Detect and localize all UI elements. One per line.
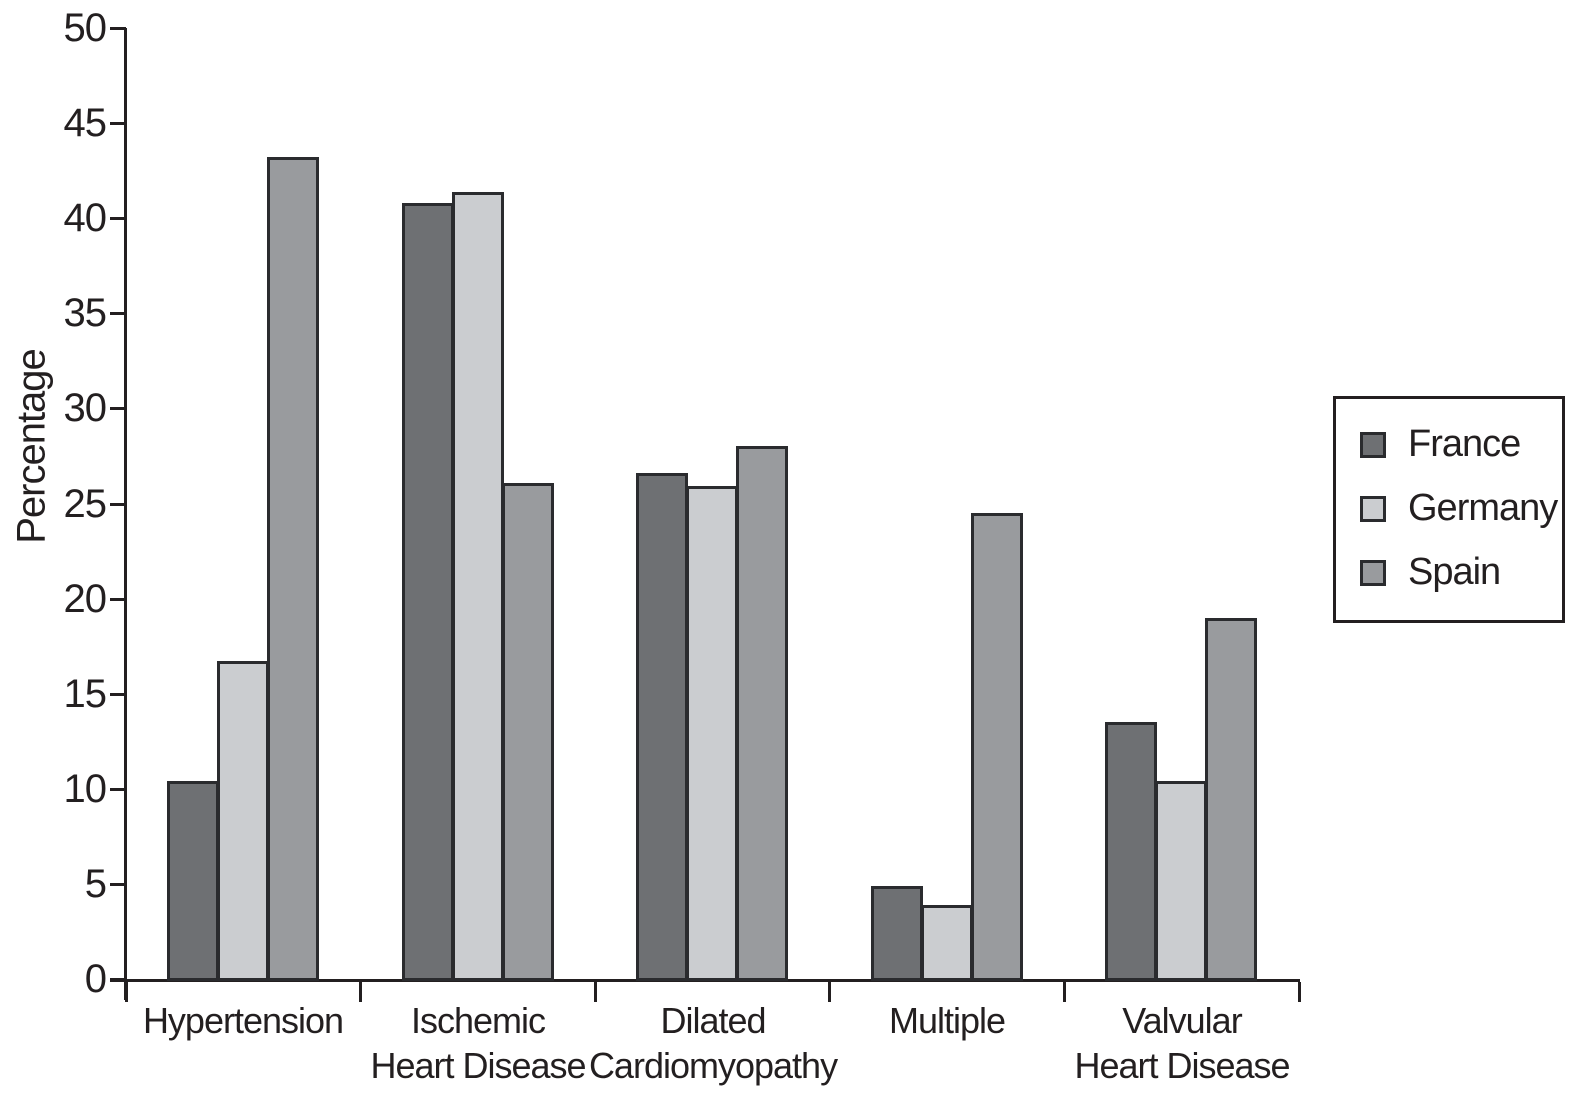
y-axis-tick-label: 40 bbox=[63, 196, 108, 241]
x-axis-label-dilated-cardiomyopathy: Dilated Cardiomyopathy bbox=[588, 1000, 838, 1086]
bar-spain-valvular-heart-disease bbox=[1205, 618, 1257, 981]
legend-item-france: France bbox=[1360, 423, 1562, 466]
y-axis-tick-label: 25 bbox=[63, 481, 108, 526]
bar-spain-multiple bbox=[971, 513, 1023, 981]
legend-swatch-france bbox=[1360, 431, 1386, 458]
y-axis-tick bbox=[110, 978, 126, 981]
x-axis-tick bbox=[359, 982, 363, 1002]
bar-france-dilated-cardiomyopathy bbox=[636, 473, 688, 981]
legend-item-spain: Spain bbox=[1360, 551, 1562, 594]
bar-spain-ischemic-heart-disease bbox=[502, 483, 554, 981]
y-axis-tick-label: 10 bbox=[63, 766, 108, 811]
y-axis-tick-label: 50 bbox=[63, 6, 108, 50]
legend-label-germany: Germany bbox=[1408, 487, 1558, 529]
y-axis-tick-label: 35 bbox=[63, 291, 108, 336]
legend-swatch-germany bbox=[1360, 495, 1386, 522]
y-axis-line bbox=[124, 28, 127, 1000]
y-axis-tick bbox=[110, 787, 126, 791]
y-axis-tick bbox=[110, 312, 126, 316]
bar-france-ischemic-heart-disease bbox=[402, 203, 454, 981]
x-axis-label-valvular-heart-disease: Valvular Heart Disease bbox=[1074, 1000, 1290, 1086]
x-axis-tick bbox=[1062, 982, 1066, 1002]
y-axis-tick-label: 0 bbox=[84, 957, 107, 1001]
y-axis-tick bbox=[110, 27, 126, 30]
bar-spain-dilated-cardiomyopathy bbox=[736, 446, 788, 981]
bar-spain-hypertension bbox=[267, 157, 319, 981]
y-axis-tick bbox=[110, 122, 126, 126]
y-axis-tick bbox=[110, 882, 126, 886]
y-axis-tick-label: 15 bbox=[63, 671, 108, 716]
y-axis-tick-label: 5 bbox=[84, 861, 107, 906]
x-axis-tick bbox=[828, 982, 832, 1002]
legend-swatch-spain bbox=[1360, 559, 1386, 586]
bar-germany-multiple bbox=[921, 905, 973, 981]
y-axis-tick-label: 30 bbox=[63, 386, 108, 431]
y-axis-tick bbox=[110, 217, 126, 221]
legend: France Germany Spain bbox=[1333, 396, 1565, 623]
legend-label-spain: Spain bbox=[1408, 551, 1501, 593]
x-axis-tick bbox=[1297, 982, 1301, 1002]
y-axis-tick bbox=[110, 502, 126, 506]
y-axis-tick bbox=[110, 597, 126, 601]
bar-germany-valvular-heart-disease bbox=[1155, 781, 1207, 981]
x-axis-label-ischemic-heart-disease: Ischemic Heart Disease bbox=[370, 1000, 586, 1086]
y-axis-tick-label: 45 bbox=[63, 101, 108, 146]
x-axis-tick bbox=[593, 982, 597, 1002]
bar-france-multiple bbox=[871, 886, 923, 981]
bar-france-hypertension bbox=[167, 781, 219, 981]
legend-item-germany: Germany bbox=[1360, 487, 1562, 530]
bar-germany-dilated-cardiomyopathy bbox=[686, 486, 738, 981]
y-axis-tick bbox=[110, 692, 126, 696]
y-axis-tick-label: 20 bbox=[63, 576, 108, 621]
bar-germany-ischemic-heart-disease bbox=[452, 192, 504, 981]
bar-germany-hypertension bbox=[217, 661, 269, 981]
bar-france-valvular-heart-disease bbox=[1105, 722, 1157, 981]
y-axis-tick bbox=[110, 407, 126, 411]
x-axis-label-multiple: Multiple bbox=[888, 1000, 1006, 1041]
x-axis-label-hypertension: Hypertension bbox=[142, 1000, 344, 1041]
x-axis-tick bbox=[124, 982, 128, 1002]
legend-label-france: France bbox=[1408, 423, 1521, 465]
